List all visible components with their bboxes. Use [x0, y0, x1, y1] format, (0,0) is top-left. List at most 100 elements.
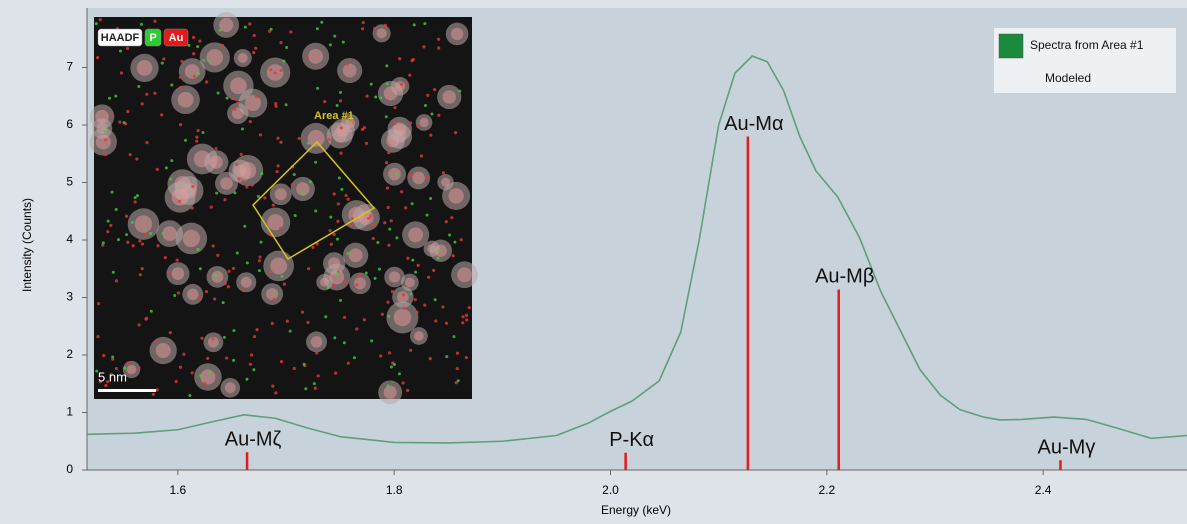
au-dot	[429, 134, 432, 137]
au-dot	[177, 291, 180, 294]
p-dot	[232, 329, 235, 332]
au-dot	[445, 220, 448, 223]
p-dot	[219, 29, 222, 32]
channel-label: HAADF	[101, 32, 140, 44]
au-dot	[176, 258, 179, 261]
p-dot	[165, 166, 168, 169]
au-dot	[426, 94, 429, 97]
au-dot	[387, 244, 390, 247]
au-dot	[405, 81, 408, 84]
au-dot	[156, 388, 159, 391]
au-dot	[280, 360, 283, 363]
au-dot	[179, 86, 182, 89]
au-dot	[289, 30, 292, 33]
au-dot	[126, 47, 129, 50]
p-dot	[413, 23, 416, 26]
au-dot	[156, 244, 159, 247]
au-dot	[241, 179, 244, 182]
p-dot	[125, 233, 128, 236]
au-dot	[355, 283, 358, 286]
au-dot	[333, 233, 336, 236]
particle-core	[211, 271, 223, 283]
au-dot	[347, 362, 350, 365]
au-dot	[274, 102, 277, 105]
au-dot	[145, 141, 148, 144]
au-dot	[386, 301, 389, 304]
p-dot	[316, 87, 319, 90]
au-dot	[110, 113, 113, 116]
particle-core	[95, 110, 108, 123]
au-dot	[465, 314, 468, 317]
au-dot	[456, 352, 459, 355]
au-dot	[417, 264, 420, 267]
y-tick-label: 5	[66, 175, 73, 189]
au-dot	[442, 171, 445, 174]
p-dot	[140, 23, 143, 26]
p-dot	[434, 298, 437, 301]
au-dot	[445, 322, 448, 325]
p-dot	[246, 261, 249, 264]
au-dot	[169, 331, 172, 334]
p-dot	[293, 173, 296, 176]
p-dot	[270, 28, 273, 31]
au-dot	[214, 147, 217, 150]
au-dot	[253, 34, 256, 37]
au-dot	[223, 198, 226, 201]
au-dot	[104, 138, 107, 141]
au-dot	[280, 69, 283, 72]
p-dot	[395, 236, 398, 239]
au-dot	[332, 285, 335, 288]
au-dot	[344, 281, 347, 284]
au-dot	[276, 164, 279, 167]
p-dot	[365, 272, 368, 275]
particle-core	[395, 81, 405, 91]
p-dot	[458, 90, 461, 93]
au-dot	[465, 356, 468, 359]
au-dot	[191, 206, 194, 209]
au-dot	[329, 229, 332, 232]
particle-core	[156, 343, 171, 358]
p-dot	[457, 379, 460, 382]
p-dot	[280, 275, 283, 278]
p-dot	[429, 197, 432, 200]
au-dot	[388, 351, 391, 354]
y-tick-label: 7	[66, 60, 73, 74]
channel-label: Au	[169, 32, 184, 44]
au-dot	[164, 256, 167, 259]
x-tick-label: 2.2	[818, 483, 835, 497]
legend-label: Spectra from Area #1	[1030, 38, 1144, 52]
au-dot	[115, 279, 118, 282]
au-dot	[106, 230, 109, 233]
p-dot	[285, 46, 288, 49]
particle-core	[397, 291, 409, 303]
p-dot	[336, 238, 339, 241]
p-dot	[386, 82, 389, 85]
au-dot	[132, 244, 135, 247]
au-dot	[286, 320, 289, 323]
au-dot	[182, 353, 185, 356]
au-dot	[141, 242, 144, 245]
au-dot	[404, 206, 407, 209]
p-dot	[226, 97, 229, 100]
au-dot	[269, 270, 272, 273]
p-dot	[196, 45, 199, 48]
au-dot	[279, 227, 282, 230]
au-dot	[390, 219, 393, 222]
p-dot	[340, 188, 343, 191]
p-dot	[304, 387, 307, 390]
p-dot	[411, 202, 414, 205]
au-dot	[293, 367, 296, 370]
au-dot	[156, 168, 159, 171]
particle-core	[210, 156, 223, 169]
p-dot	[390, 365, 393, 368]
au-dot	[355, 327, 358, 330]
au-dot	[317, 374, 320, 377]
au-dot	[365, 95, 368, 98]
au-dot	[406, 257, 409, 260]
au-dot	[426, 176, 429, 179]
au-dot	[365, 142, 368, 145]
au-dot	[361, 27, 364, 30]
p-dot	[222, 301, 225, 304]
au-dot	[96, 56, 99, 59]
p-dot	[282, 59, 285, 62]
